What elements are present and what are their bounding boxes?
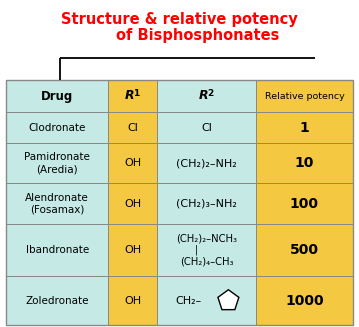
Text: 100: 100 <box>290 197 319 211</box>
Text: 1: 1 <box>299 121 309 135</box>
Bar <box>108 183 157 224</box>
Text: 1000: 1000 <box>285 294 324 308</box>
Text: Pamidronate: Pamidronate <box>24 152 90 162</box>
Text: OH: OH <box>124 296 141 306</box>
Text: (CH₂)₃–NH₂: (CH₂)₃–NH₂ <box>176 198 237 209</box>
Bar <box>157 80 256 112</box>
Text: Drug: Drug <box>41 90 73 103</box>
Text: of Bisphosphonates: of Bisphosphonates <box>116 28 279 43</box>
Text: CH₂–: CH₂– <box>175 296 201 306</box>
Text: (CH₂)₂–NH₂: (CH₂)₂–NH₂ <box>176 158 237 168</box>
Polygon shape <box>218 290 239 310</box>
Bar <box>108 80 157 112</box>
Text: (Fosamax): (Fosamax) <box>30 205 84 215</box>
Text: 1: 1 <box>134 89 140 98</box>
Bar <box>256 112 353 143</box>
Text: (CH₂)₄–CH₃: (CH₂)₄–CH₃ <box>180 257 233 267</box>
Text: OH: OH <box>124 158 141 168</box>
Text: Zoledronate: Zoledronate <box>25 296 89 306</box>
Text: R: R <box>199 89 208 102</box>
Bar <box>157 224 256 277</box>
Bar <box>6 183 108 224</box>
Text: Ibandronate: Ibandronate <box>25 245 89 255</box>
Text: Cl: Cl <box>127 123 138 133</box>
Bar <box>108 224 157 277</box>
Bar <box>157 143 256 183</box>
Bar <box>256 80 353 112</box>
Bar <box>6 80 353 325</box>
Text: Clodronate: Clodronate <box>28 123 86 133</box>
Text: 2: 2 <box>207 89 214 98</box>
Text: (CH₂)₂–NCH₃: (CH₂)₂–NCH₃ <box>176 233 237 244</box>
Bar <box>6 80 108 112</box>
Bar <box>157 277 256 325</box>
Bar <box>6 224 108 277</box>
Text: Relative potency: Relative potency <box>265 92 344 101</box>
Text: (Aredia): (Aredia) <box>36 164 78 174</box>
Bar <box>108 277 157 325</box>
Text: 10: 10 <box>295 156 314 170</box>
Text: Structure & relative potency: Structure & relative potency <box>61 12 298 27</box>
Bar <box>108 112 157 143</box>
Bar <box>256 224 353 277</box>
Text: |: | <box>195 245 198 255</box>
Bar <box>6 112 108 143</box>
Text: R: R <box>125 89 135 102</box>
Bar <box>6 277 108 325</box>
Bar <box>108 143 157 183</box>
Bar <box>157 183 256 224</box>
Bar <box>6 143 108 183</box>
Bar <box>256 183 353 224</box>
Text: OH: OH <box>124 198 141 209</box>
Text: Cl: Cl <box>201 123 212 133</box>
Text: Alendronate: Alendronate <box>25 193 89 203</box>
Bar <box>157 112 256 143</box>
Text: OH: OH <box>124 245 141 255</box>
Bar <box>256 277 353 325</box>
Bar <box>256 143 353 183</box>
Text: 500: 500 <box>290 243 319 257</box>
